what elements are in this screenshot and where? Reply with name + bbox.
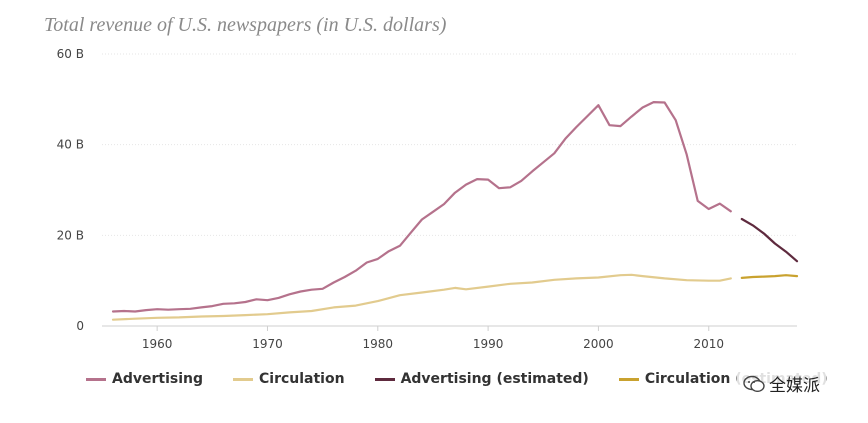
legend-swatch-circulation-estimated xyxy=(618,377,639,381)
x-tick-label: 1980 xyxy=(363,337,394,351)
legend-item-advertising-estimated[interactable]: Advertising (estimated) xyxy=(374,371,589,387)
x-tick-label: 2010 xyxy=(693,337,724,351)
legend-swatch-circulation xyxy=(233,377,253,381)
legend-item-circulation[interactable]: Circulation xyxy=(233,371,345,387)
y-tick-label: 60 B xyxy=(57,47,84,61)
legend-label-advertising: Advertising xyxy=(112,371,203,387)
watermark-text: 全媒派 xyxy=(769,376,820,396)
series-line-advertising xyxy=(111,101,732,313)
series-line-circulation-estimated xyxy=(740,274,799,279)
legend-label-advertising-estimated: Advertising (estimated) xyxy=(400,371,589,387)
legend-swatch-advertising-estimated xyxy=(374,377,395,381)
legend-swatch-advertising xyxy=(86,377,106,381)
legend-label-circulation: Circulation xyxy=(259,371,345,387)
x-tick-label: 2000 xyxy=(583,337,614,351)
wechat-icon xyxy=(743,375,765,392)
chart-title: Total revenue of U.S. newspapers (in U.S… xyxy=(44,14,447,36)
y-tick-label: 40 B xyxy=(57,138,84,152)
series-line-circulation xyxy=(111,273,732,321)
watermark: 全媒派 xyxy=(737,369,826,398)
x-tick-label: 1990 xyxy=(473,337,504,351)
series-line-advertising-estimated xyxy=(740,217,799,263)
legend-item-advertising[interactable]: Advertising xyxy=(86,371,203,387)
y-tick-label: 20 B xyxy=(57,228,84,242)
x-tick-label: 1960 xyxy=(142,337,173,351)
x-tick-label: 1970 xyxy=(252,337,283,351)
y-tick-label: 0 xyxy=(76,319,84,333)
